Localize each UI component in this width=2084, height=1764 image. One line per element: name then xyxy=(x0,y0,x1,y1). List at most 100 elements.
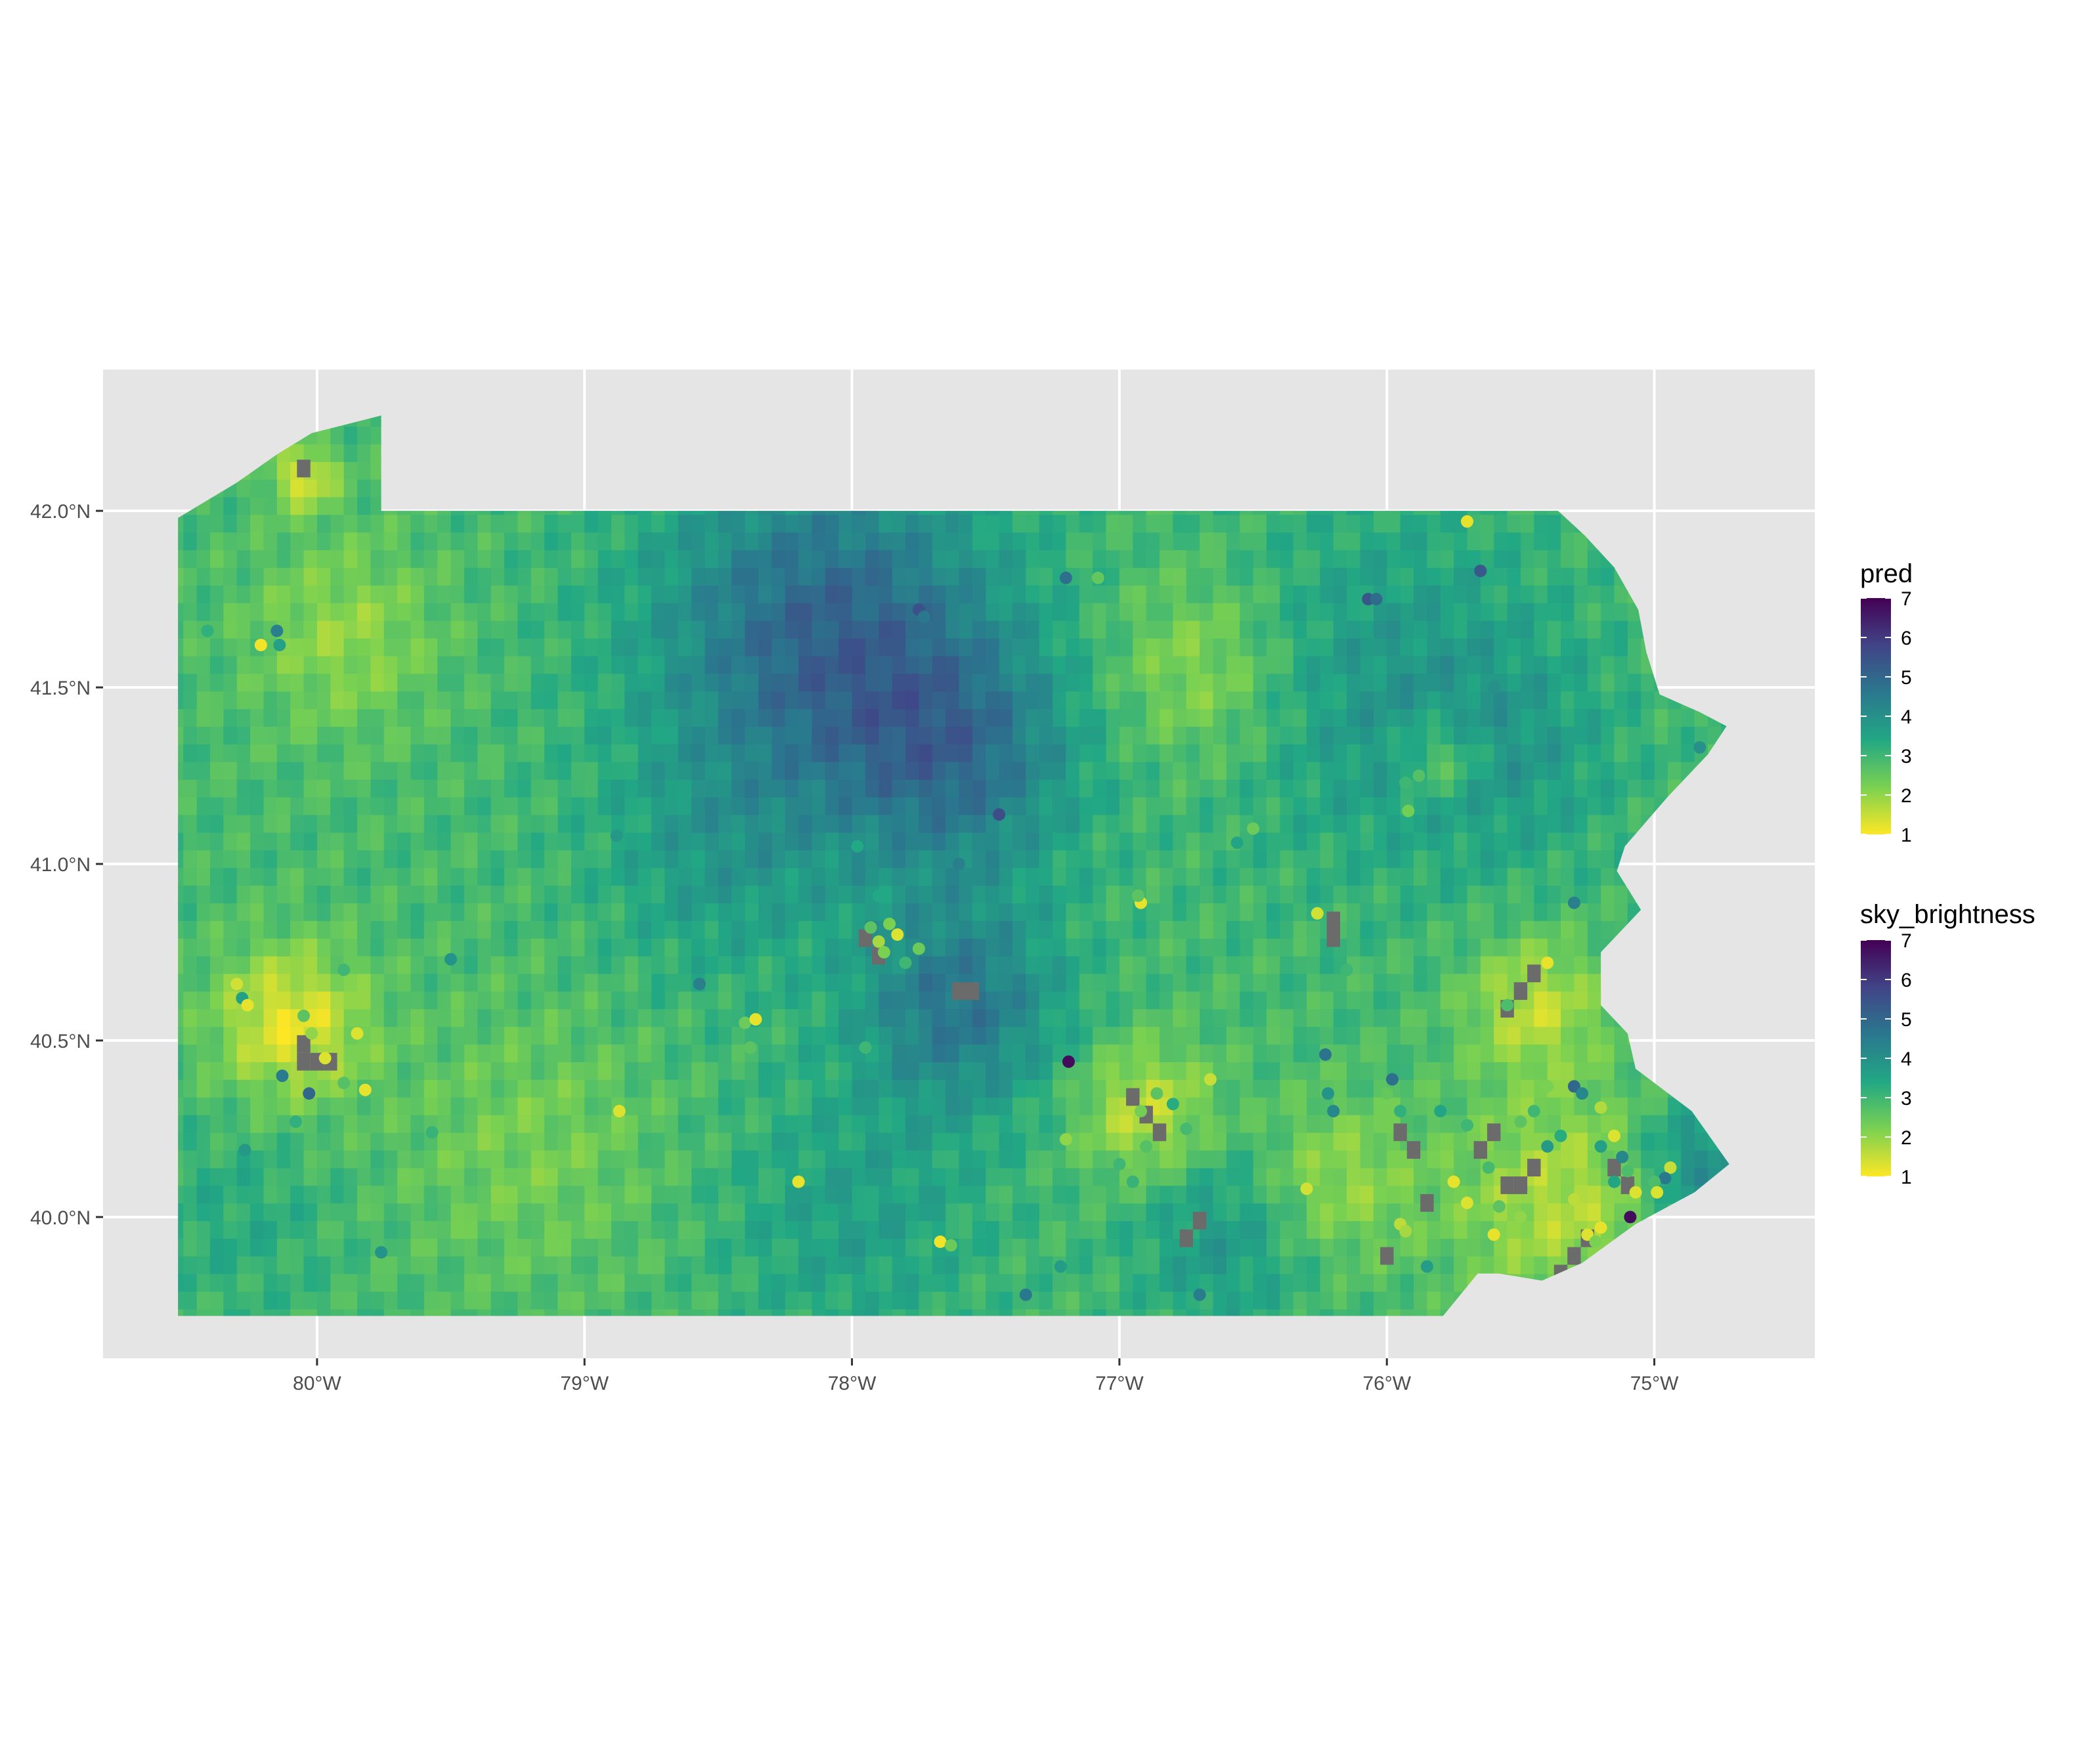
raster-cell xyxy=(597,955,612,974)
raster-cell xyxy=(1226,532,1240,551)
raster-cell xyxy=(1053,1062,1067,1080)
raster-cell xyxy=(624,603,639,621)
raster-cell xyxy=(1400,567,1414,586)
raster-cell xyxy=(825,532,839,551)
raster-cell xyxy=(905,1291,920,1310)
raster-cell xyxy=(236,637,251,656)
raster-cell xyxy=(209,1097,225,1115)
raster-cell xyxy=(1280,1167,1294,1186)
raster-cell xyxy=(1266,1097,1281,1115)
raster-cell xyxy=(651,920,666,939)
raster-cell xyxy=(517,549,532,568)
raster-cell xyxy=(236,514,251,533)
raster-cell xyxy=(932,1114,946,1133)
raster-cell xyxy=(1106,832,1120,851)
raster-cell xyxy=(517,1308,532,1316)
raster-cell xyxy=(1173,1167,1187,1186)
raster-cell xyxy=(1387,726,1401,744)
raster-cell xyxy=(905,1150,920,1169)
raster-cell xyxy=(624,1185,639,1204)
raster-cell xyxy=(1093,637,1107,656)
raster-cell xyxy=(1200,726,1214,744)
raster-cell xyxy=(1026,1026,1040,1045)
raster-cell xyxy=(1066,1185,1080,1204)
raster-cell xyxy=(664,1220,679,1239)
raster-cell xyxy=(1387,832,1401,851)
raster-cell xyxy=(1226,1132,1240,1151)
raster-cell xyxy=(879,549,893,568)
raster-cell xyxy=(1360,1203,1374,1221)
raster-cell xyxy=(718,814,733,833)
raster-cell xyxy=(932,1273,946,1292)
raster-cell xyxy=(1146,1150,1160,1169)
raster-cell xyxy=(798,991,813,1010)
raster-cell xyxy=(383,567,398,586)
raster-cell xyxy=(678,1203,692,1221)
raster-cell xyxy=(1333,1044,1347,1062)
raster-cell xyxy=(178,903,184,921)
raster-cell xyxy=(959,1185,973,1204)
raster-cell xyxy=(370,1203,385,1221)
raster-cell xyxy=(691,1044,706,1062)
raster-cell xyxy=(1066,973,1080,992)
raster-cell xyxy=(1213,762,1227,780)
raster-cell xyxy=(812,620,826,639)
raster-cell xyxy=(450,585,465,603)
raster-cell xyxy=(276,796,291,815)
raster-cell xyxy=(624,1167,639,1186)
raster-cell xyxy=(383,973,398,992)
raster-cell xyxy=(638,832,652,851)
raster-cell xyxy=(1053,991,1067,1010)
raster-cell xyxy=(812,708,826,727)
raster-cell xyxy=(745,637,759,656)
raster-cell xyxy=(450,1220,465,1239)
raster-cell xyxy=(664,673,679,692)
raster-cell xyxy=(464,832,479,851)
raster-cell xyxy=(1173,796,1187,815)
raster-cell xyxy=(1200,1308,1214,1316)
raster-cell xyxy=(1307,1062,1321,1080)
raster-cell xyxy=(664,514,679,533)
raster-cell xyxy=(423,637,438,656)
raster-cell xyxy=(1333,832,1347,851)
raster-cell xyxy=(1119,1114,1134,1133)
raster-cell xyxy=(290,832,305,851)
raster-cell xyxy=(490,655,505,674)
raster-cell xyxy=(1119,637,1134,656)
raster-cell xyxy=(718,920,733,939)
raster-cell xyxy=(1253,867,1267,886)
raster-cell xyxy=(597,832,612,851)
raster-cell xyxy=(1280,1256,1294,1274)
raster-cell xyxy=(798,814,813,833)
raster-cell xyxy=(678,1097,692,1115)
raster-cell xyxy=(1266,1273,1281,1292)
raster-cell xyxy=(263,1238,278,1257)
raster-cell xyxy=(357,691,372,710)
raster-cell xyxy=(1186,1044,1200,1062)
raster-cell xyxy=(263,920,278,939)
raster-cell xyxy=(1320,1062,1334,1080)
raster-cell xyxy=(959,1114,973,1133)
raster-cell xyxy=(1387,850,1401,869)
raster-cell xyxy=(1066,708,1080,727)
raster-cell xyxy=(1093,514,1107,533)
raster-cell xyxy=(825,1026,839,1045)
raster-cell xyxy=(450,726,465,744)
raster-cell xyxy=(785,673,799,692)
raster-cell xyxy=(290,1308,305,1316)
raster-cell xyxy=(1320,549,1334,568)
raster-cell xyxy=(544,1132,559,1151)
raster-cell xyxy=(705,1150,719,1169)
raster-cell xyxy=(383,814,398,833)
raster-cell xyxy=(664,532,679,551)
raster-cell xyxy=(263,691,278,710)
raster-cell xyxy=(798,691,813,710)
raster-cell xyxy=(745,832,759,851)
raster-cell xyxy=(611,814,626,833)
raster-cell xyxy=(290,991,305,1010)
raster-cell xyxy=(597,514,612,533)
raster-cell xyxy=(316,991,332,1010)
raster-cell xyxy=(397,691,412,710)
raster-cell xyxy=(838,726,853,744)
raster-cell xyxy=(1173,549,1187,568)
